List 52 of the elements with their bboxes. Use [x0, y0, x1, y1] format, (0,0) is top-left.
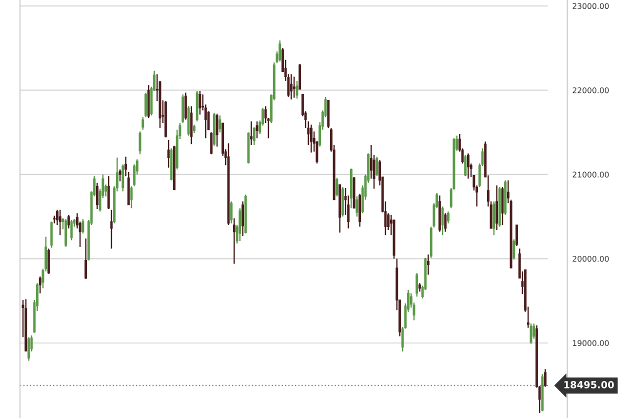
- candlestick: [441, 206, 444, 236]
- candlestick: [110, 209, 113, 250]
- candlestick: [38, 276, 42, 294]
- candlestick: [47, 248, 50, 275]
- candlestick: [242, 200, 244, 237]
- candlestick: [218, 114, 222, 133]
- candlestick: [416, 272, 418, 298]
- candlestick: [130, 186, 133, 209]
- candlestick: [142, 116, 144, 130]
- candlestick: [238, 208, 242, 242]
- candlestick: [444, 212, 447, 232]
- candlestick: [496, 184, 498, 231]
- candlestick: [67, 214, 70, 230]
- candlestick: [516, 224, 518, 247]
- candlestick: [167, 139, 170, 168]
- candlestick: [118, 168, 122, 182]
- candlestick: [292, 76, 296, 98]
- candlestick: [107, 176, 110, 210]
- candlestick: [184, 92, 187, 120]
- candlestick: [198, 90, 202, 116]
- candlestick: [27, 336, 30, 362]
- candlestick: [82, 218, 84, 234]
- candlestick: [252, 126, 256, 146]
- candlestick: [256, 120, 258, 139]
- candlestick: [230, 200, 233, 224]
- candlestick: [290, 74, 293, 100]
- candlestick: [96, 182, 98, 210]
- candlestick: [376, 156, 378, 177]
- candlestick: [544, 368, 547, 388]
- candlestick: [310, 124, 312, 154]
- candlestick: [190, 106, 193, 145]
- candlestick: [84, 238, 88, 280]
- candlestick: [210, 132, 213, 155]
- candlestick: [250, 120, 253, 146]
- candlestick: [466, 152, 470, 180]
- candlestick: [464, 154, 467, 177]
- candlestick: [427, 254, 430, 276]
- candlestick: [278, 40, 282, 62]
- candlestick: [124, 156, 127, 177]
- ref-line-label: 18495.00: [564, 381, 614, 388]
- candlestick: [336, 177, 338, 197]
- candlestick: [216, 113, 218, 148]
- candlestick: [122, 164, 124, 192]
- candlestick: [58, 209, 62, 236]
- candlestick: [356, 196, 358, 218]
- candlestick: [232, 218, 236, 264]
- candlestick: [530, 322, 532, 344]
- candlestick: [512, 238, 516, 260]
- candlestick: [133, 164, 136, 187]
- candlestick: [447, 210, 450, 224]
- candlestick: [144, 92, 147, 118]
- candlestick: [50, 221, 53, 248]
